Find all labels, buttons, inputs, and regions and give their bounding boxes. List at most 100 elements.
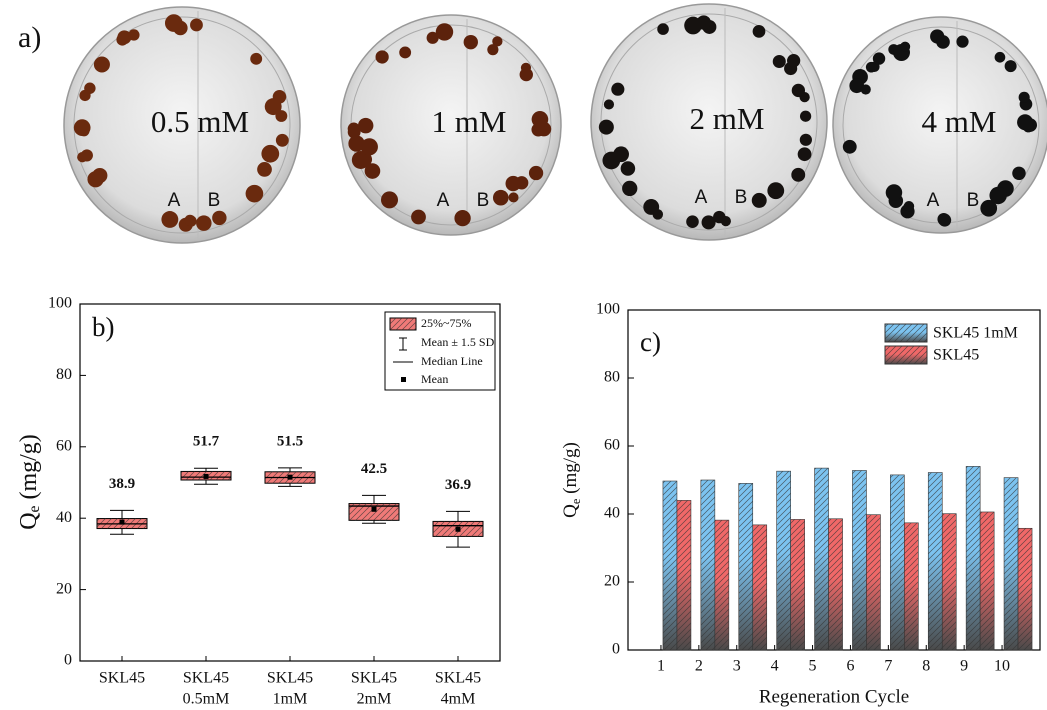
photo-panel: 0.5 mM A B 1 mM A B 2 mM A B 4 mM A B xyxy=(63,3,1047,244)
bead xyxy=(275,133,289,147)
x-axis-label: Regeneration Cycle xyxy=(759,686,909,707)
bead xyxy=(348,135,365,152)
x-tick-label: SKL45 xyxy=(351,670,397,687)
side-label: A xyxy=(927,190,940,211)
bead xyxy=(531,111,549,128)
x-tick-label: 4 xyxy=(771,658,779,675)
bead xyxy=(994,51,1006,63)
x-tick-label: 9 xyxy=(960,658,968,675)
legend-swatch xyxy=(401,377,406,382)
petri-dish xyxy=(63,6,301,244)
bead xyxy=(598,119,614,135)
bead xyxy=(613,146,629,163)
hatch xyxy=(885,346,927,364)
x-tick-label: 0.5mM xyxy=(183,691,230,708)
petri-dish xyxy=(340,14,562,236)
mean-marker xyxy=(203,473,209,479)
y-tick-label: 40 xyxy=(56,509,72,526)
hatch xyxy=(1018,528,1033,650)
bead xyxy=(257,163,270,176)
bead xyxy=(701,215,716,230)
x-tick-label: 8 xyxy=(922,658,930,675)
y-label-unit: (mg/g) xyxy=(16,434,42,505)
bead xyxy=(375,50,389,64)
hatch xyxy=(714,520,729,650)
y-tick-label: 60 xyxy=(56,437,72,454)
bead xyxy=(791,169,803,181)
hatch xyxy=(752,524,767,650)
mean-marker xyxy=(287,474,293,480)
x-tick-label: 4mM xyxy=(441,691,476,708)
bead xyxy=(92,167,108,184)
bead xyxy=(1004,60,1017,73)
hatch xyxy=(928,472,943,650)
bead xyxy=(184,214,196,226)
bead xyxy=(799,133,812,146)
bead xyxy=(937,212,951,226)
bead xyxy=(903,201,915,212)
x-tick-label: 3 xyxy=(733,658,741,675)
bead xyxy=(751,192,767,208)
y-tick-label: 80 xyxy=(604,369,620,386)
bead xyxy=(519,67,533,82)
bead xyxy=(357,152,373,167)
bead xyxy=(720,215,731,227)
bead xyxy=(752,24,766,38)
hatch xyxy=(890,474,905,650)
bead xyxy=(1017,114,1034,131)
mean-marker xyxy=(455,526,461,532)
y-label-main: Q xyxy=(560,504,581,518)
hatch xyxy=(966,466,981,650)
dish-label: 4 mM xyxy=(922,104,997,139)
mean-label: 38.9 xyxy=(109,476,135,492)
x-tick-label: 1 xyxy=(657,658,665,675)
bead xyxy=(116,33,129,46)
hatch xyxy=(814,468,829,650)
mean-label: 51.7 xyxy=(193,434,220,450)
side-label: B xyxy=(208,190,221,211)
bead xyxy=(643,199,660,215)
hatch xyxy=(700,480,715,650)
bead xyxy=(463,34,478,50)
side-label: B xyxy=(967,190,980,211)
x-tick-label: 6 xyxy=(846,658,854,675)
bead xyxy=(411,209,426,225)
hatch xyxy=(885,324,927,342)
panel-label: b) xyxy=(92,312,115,342)
x-tick-label: 2 xyxy=(695,658,703,675)
mean-label: 36.9 xyxy=(445,477,471,493)
bead xyxy=(956,35,969,48)
bead xyxy=(80,149,93,162)
bead xyxy=(73,119,91,137)
bead xyxy=(261,144,280,163)
y-axis-label: Qe (mg/g) xyxy=(560,442,582,518)
x-tick-label: 1mM xyxy=(273,691,308,708)
petri-dish xyxy=(590,3,828,241)
bead xyxy=(93,56,110,73)
bead xyxy=(250,52,263,65)
x-tick-label: SKL45 xyxy=(183,670,229,687)
x-tick-label: 2mM xyxy=(357,691,392,708)
bead xyxy=(487,44,499,56)
bead xyxy=(849,78,865,94)
bead xyxy=(799,110,812,122)
bead xyxy=(212,210,227,226)
bead xyxy=(426,31,439,44)
side-label: A xyxy=(695,187,708,208)
hatch xyxy=(904,522,919,650)
side-label: B xyxy=(477,190,490,211)
bead xyxy=(797,147,812,162)
y-tick-label: 100 xyxy=(48,295,72,312)
hatch xyxy=(790,519,805,650)
y-tick-label: 0 xyxy=(64,652,72,669)
x-tick-label: 7 xyxy=(884,658,892,675)
side-label: A xyxy=(437,190,450,211)
bead xyxy=(399,46,412,59)
legend-label: 25%~75% xyxy=(421,316,471,330)
mean-marker xyxy=(119,519,125,525)
dish-label: 2 mM xyxy=(690,101,765,136)
mean-label: 51.5 xyxy=(277,433,303,449)
bead xyxy=(360,138,378,156)
bead xyxy=(435,23,454,41)
mean-label: 42.5 xyxy=(361,461,387,477)
